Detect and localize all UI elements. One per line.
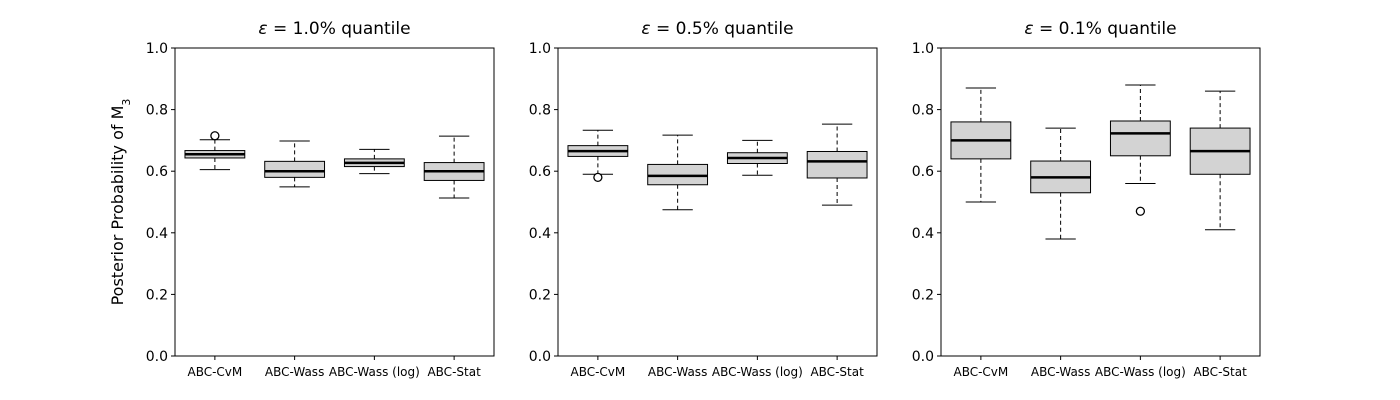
- y-axis-label-subscript: 3: [120, 99, 133, 106]
- y-tick-label: 0.4: [146, 226, 168, 242]
- x-tick-label: ABC-Wass: [265, 365, 324, 379]
- plot-frame: [557, 47, 878, 357]
- y-tick-label: 0.8: [146, 103, 168, 119]
- x-tick-label: ABC-Stat: [427, 365, 481, 379]
- x-tick-label: ABC-CvM: [570, 365, 625, 379]
- x-tick-label: ABC-CvM: [953, 365, 1008, 379]
- x-tick-label: ABC-Stat: [1193, 365, 1247, 379]
- x-tick-label: ABC-Wass: [1031, 365, 1090, 379]
- y-tick-label: 0.6: [146, 164, 168, 180]
- panel-title-symbol: ε: [258, 19, 267, 39]
- x-tick-label: ABC-Wass (log): [712, 365, 803, 379]
- y-tick-label: 0.2: [912, 287, 934, 303]
- box-abc-cvm: [567, 129, 629, 183]
- y-tick-label: 0.2: [529, 287, 551, 303]
- panel-title-text: = 0.1% quantile: [1034, 19, 1177, 39]
- box-abc-stat: [806, 123, 868, 206]
- chart-panels: ε = 1.0% quantile 0.0 0.2 0.4 0.6 0.8 1.0 ABC-C…: [146, 19, 1261, 379]
- outlier-point: [210, 131, 220, 141]
- panel-2: ε = 0.5% quantile 0.0 0.2 0.4 0.6 0.8 1.0 ABC-C…: [529, 19, 878, 379]
- plot-frame: [940, 47, 1261, 357]
- box-abc-wass: [264, 140, 326, 188]
- box-abc-stat: [423, 135, 485, 199]
- y-tick-label: 1.0: [529, 41, 551, 57]
- y-tick-label: 0.8: [912, 103, 934, 119]
- y-tick-label: 0.4: [529, 226, 551, 242]
- box-abc-wass: [647, 134, 709, 211]
- y-tick-label: 0.4: [912, 226, 934, 242]
- y-tick-label: 1.0: [146, 41, 168, 57]
- x-tick-label: ABC-Stat: [810, 365, 864, 379]
- y-tick-label: 0.0: [146, 349, 168, 365]
- box-abc-wass-log-: [1109, 84, 1171, 216]
- iqr-box: [264, 160, 326, 178]
- panel-title-symbol: ε: [641, 19, 650, 39]
- y-tick-label: 0.8: [529, 103, 551, 119]
- y-axis-label: Posterior Probability of M3: [108, 99, 133, 306]
- x-tick-label: ABC-CvM: [187, 365, 242, 379]
- box-abc-stat: [1189, 90, 1251, 231]
- panel-1: ε = 1.0% quantile 0.0 0.2 0.4 0.6 0.8 1.0 ABC-C…: [146, 19, 495, 379]
- y-tick-label: 0.0: [529, 349, 551, 365]
- box-abc-wass-log-: [726, 139, 788, 176]
- box-abc-wass-log-: [343, 148, 405, 175]
- y-tick-label: 0.0: [912, 349, 934, 365]
- x-tick-label: ABC-Wass (log): [1095, 365, 1186, 379]
- y-tick-label: 0.2: [146, 287, 168, 303]
- panel-title-1: ε = 1.0% quantile: [258, 19, 410, 39]
- iqr-box: [806, 150, 868, 179]
- panel-title-2: ε = 0.5% quantile: [641, 19, 793, 39]
- x-tick-label: ABC-Wass: [648, 365, 707, 379]
- outlier-point: [1135, 206, 1146, 216]
- box-abc-cvm: [950, 87, 1012, 203]
- panel-title-3: ε = 0.1% quantile: [1024, 19, 1176, 39]
- box-abc-wass: [1030, 127, 1092, 240]
- panel-title-text: = 1.0% quantile: [268, 19, 411, 39]
- panel-title-symbol: ε: [1024, 19, 1033, 39]
- y-tick-label: 1.0: [912, 41, 934, 57]
- y-tick-label: 0.6: [529, 164, 551, 180]
- y-axis-label-text: Posterior Probability of M: [108, 106, 127, 306]
- box-abc-cvm: [184, 131, 246, 171]
- outlier-point: [593, 172, 603, 183]
- plot-frame: [174, 47, 495, 357]
- y-tick-label: 0.6: [912, 164, 934, 180]
- panel-title-text: = 0.5% quantile: [651, 19, 794, 39]
- x-tick-label: ABC-Wass (log): [329, 365, 420, 379]
- panel-3: ε = 0.1% quantile 0.0 0.2 0.4 0.6 0.8 1.0 ABC-C…: [912, 19, 1261, 379]
- iqr-box: [1109, 120, 1171, 157]
